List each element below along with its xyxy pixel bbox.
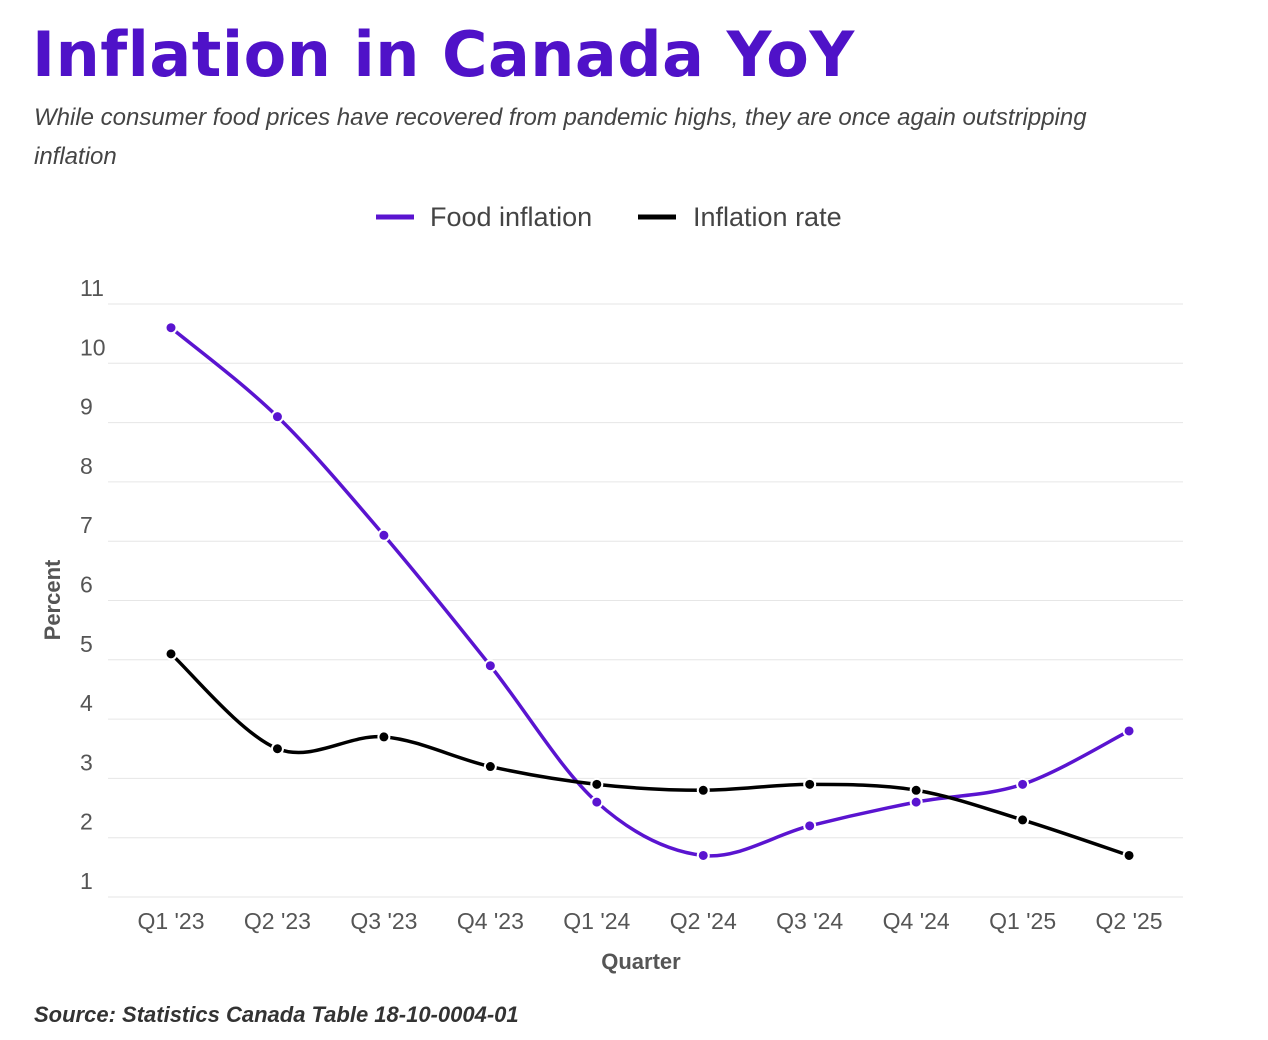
x-tick-label: Q2 '25 [1096,908,1163,934]
y-tick-label: 11 [80,275,104,301]
x-tick-label: Q2 '24 [670,908,737,934]
x-tick-label: Q3 '23 [350,908,417,934]
data-point-inflation-rate [1016,813,1030,827]
x-axis-title: Quarter [601,949,681,974]
y-tick-label: 9 [80,394,93,420]
legend: Food inflation Inflation rate [376,202,842,232]
series-line-inflation-rate [169,652,1130,858]
data-point-food-inflation [1122,724,1136,738]
data-point-food-inflation [1016,777,1030,791]
data-point-food-inflation [483,659,497,673]
y-tick-label: 2 [80,809,93,835]
series-line-food-inflation [169,326,1130,858]
x-tick-label: Q4 '24 [883,908,950,934]
x-tick-label: Q4 '23 [457,908,524,934]
chart-subtitle: While consumer food prices have recovere… [34,104,1087,170]
y-tick-label: 3 [80,749,93,775]
y-tick-label: 10 [80,334,106,360]
data-point-food-inflation [803,819,817,833]
data-point-food-inflation [696,848,710,862]
legend-label-food-inflation: Food inflation [430,202,592,232]
y-tick-label: 7 [80,512,93,538]
data-point-food-inflation [909,795,923,809]
data-point-food-inflation [164,321,178,335]
y-tick-label: 8 [80,453,93,479]
data-point-inflation-rate [270,742,284,756]
x-tick-label: Q1 '24 [563,908,630,934]
data-point-inflation-rate [696,783,710,797]
x-tick-label: Q3 '24 [776,908,843,934]
x-tick-label: Q1 '25 [989,908,1056,934]
data-point-inflation-rate [164,647,178,661]
data-point-inflation-rate [803,777,817,791]
data-point-food-inflation [590,795,604,809]
y-tick-label: 4 [80,690,93,716]
y-axis-title: Percent [40,559,65,640]
data-point-inflation-rate [377,730,391,744]
source-note: Source: Statistics Canada Table 18-10-00… [34,1002,519,1027]
data-point-inflation-rate [590,777,604,791]
data-point-food-inflation [270,410,284,424]
y-tick-label: 6 [80,572,93,598]
data-point-inflation-rate [483,760,497,774]
data-point-food-inflation [377,528,391,542]
x-tick-label: Q1 '23 [137,908,204,934]
y-tick-label: 5 [80,631,93,657]
legend-label-inflation-rate: Inflation rate [693,202,842,232]
data-point-inflation-rate [909,783,923,797]
data-point-inflation-rate [1122,848,1136,862]
y-tick-label: 1 [80,868,93,894]
chart-title: Inflation in Canada YoY [32,18,855,91]
x-tick-label: Q2 '23 [244,908,311,934]
